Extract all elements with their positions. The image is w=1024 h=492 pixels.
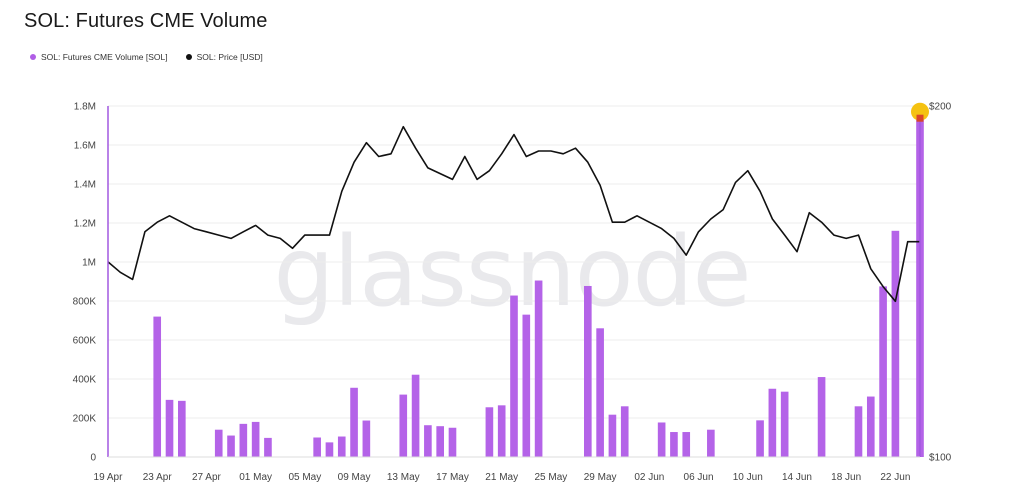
y-tick-label: 1.6M — [74, 141, 96, 152]
volume-bar — [313, 437, 321, 457]
x-tick-label: 21 May — [485, 472, 518, 483]
volume-bar — [153, 316, 162, 457]
volume-bar — [670, 432, 678, 457]
legend-label-price: SOL: Price [USD] — [196, 52, 263, 62]
volume-bar — [866, 396, 875, 457]
volume-bar — [707, 429, 715, 457]
volume-bar — [411, 374, 420, 457]
volume-bar — [657, 422, 666, 457]
volume-bar — [448, 427, 457, 457]
legend-item-volume[interactable]: SOL: Futures CME Volume [SOL] — [30, 52, 168, 62]
x-tick-label: 23 Apr — [143, 472, 173, 483]
x-tick-label: 06 Jun — [684, 472, 714, 483]
volume-bar — [608, 414, 617, 457]
volume-bar — [239, 423, 248, 457]
x-tick-label: 09 May — [338, 472, 371, 483]
legend-item-price[interactable]: SOL: Price [USD] — [185, 52, 263, 62]
volume-bar — [584, 285, 592, 457]
price-line — [107, 125, 920, 303]
x-tick-label: 19 Apr — [94, 472, 124, 483]
volume-bar — [534, 280, 543, 457]
volume-bar — [227, 435, 235, 457]
legend-swatch-price — [185, 54, 192, 60]
x-tick-label: 29 May — [584, 472, 617, 483]
tick-labels: 0 200K 400K 600K 800K 1M 1.2M 1.4M 1.6M 1.8M $100 $… — [73, 102, 952, 484]
volume-bar — [854, 406, 863, 457]
volume-bar — [682, 432, 691, 457]
volume-bar — [424, 425, 432, 457]
axes — [107, 106, 921, 458]
x-tick-label: 05 May — [288, 472, 321, 483]
volume-bar — [178, 400, 186, 457]
volume-bar — [497, 405, 506, 457]
volume-bar — [362, 420, 371, 457]
y-tick-label: 0 — [90, 453, 96, 464]
legend-swatch-volume — [30, 54, 36, 60]
volume-bar — [768, 388, 777, 457]
volume-bars — [153, 117, 924, 457]
volume-bar — [436, 426, 444, 457]
volume-bar — [264, 437, 272, 457]
y-tick-label: 600K — [73, 336, 97, 347]
y-tick-label: 1.8M — [74, 102, 96, 113]
y-tick-label: 1.2M — [74, 219, 96, 230]
highlight-point — [916, 114, 924, 122]
volume-bar — [214, 429, 223, 457]
volume-bar — [596, 328, 604, 457]
x-tick-label: 18 Jun — [831, 472, 861, 483]
y-tick-label: 1.4M — [74, 180, 96, 191]
x-tick-label: 14 Jun — [782, 472, 812, 483]
volume-bar — [337, 436, 346, 457]
volume-bar — [879, 286, 887, 457]
x-tick-label: 02 Jun — [634, 472, 664, 483]
volume-bar — [251, 421, 260, 457]
legend-label-volume: SOL: Futures CME Volume [SOL] — [41, 52, 168, 62]
volume-bar — [891, 230, 900, 457]
volume-bar — [165, 399, 174, 457]
y2-tick-label: $100 — [929, 453, 952, 464]
y-tick-label: 400K — [73, 375, 97, 386]
x-tick-label: 10 Jun — [733, 472, 763, 483]
y-tick-label: 200K — [73, 414, 97, 425]
legend: SOL: Futures CME Volume [SOL] SOL: Price… — [30, 52, 263, 62]
volume-bar — [350, 387, 358, 457]
y2-tick-label: $200 — [929, 102, 952, 113]
volume-bar — [399, 394, 408, 457]
highlight-group — [911, 102, 929, 122]
volume-bar — [817, 377, 826, 457]
y-tick-label: 1M — [82, 258, 96, 269]
x-tick-label: 22 Jun — [880, 472, 910, 483]
volume-bar — [780, 391, 789, 457]
x-tick-label: 25 May — [535, 472, 568, 483]
x-tick-label: 27 Apr — [192, 472, 222, 483]
volume-bar — [522, 314, 531, 457]
volume-bar — [620, 406, 629, 457]
volume-bar — [485, 407, 494, 457]
chart-title: SOL: Futures CME Volume — [24, 10, 268, 32]
x-tick-label: 13 May — [387, 472, 420, 483]
x-tick-label: 17 May — [436, 472, 469, 483]
volume-bar — [325, 442, 334, 457]
x-tick-label: 01 May — [239, 472, 272, 483]
volume-bar — [756, 420, 764, 457]
price-line-group — [107, 125, 920, 303]
y-tick-label: 800K — [73, 297, 97, 308]
volume-bar — [510, 295, 518, 457]
highlight-marker — [911, 102, 929, 121]
